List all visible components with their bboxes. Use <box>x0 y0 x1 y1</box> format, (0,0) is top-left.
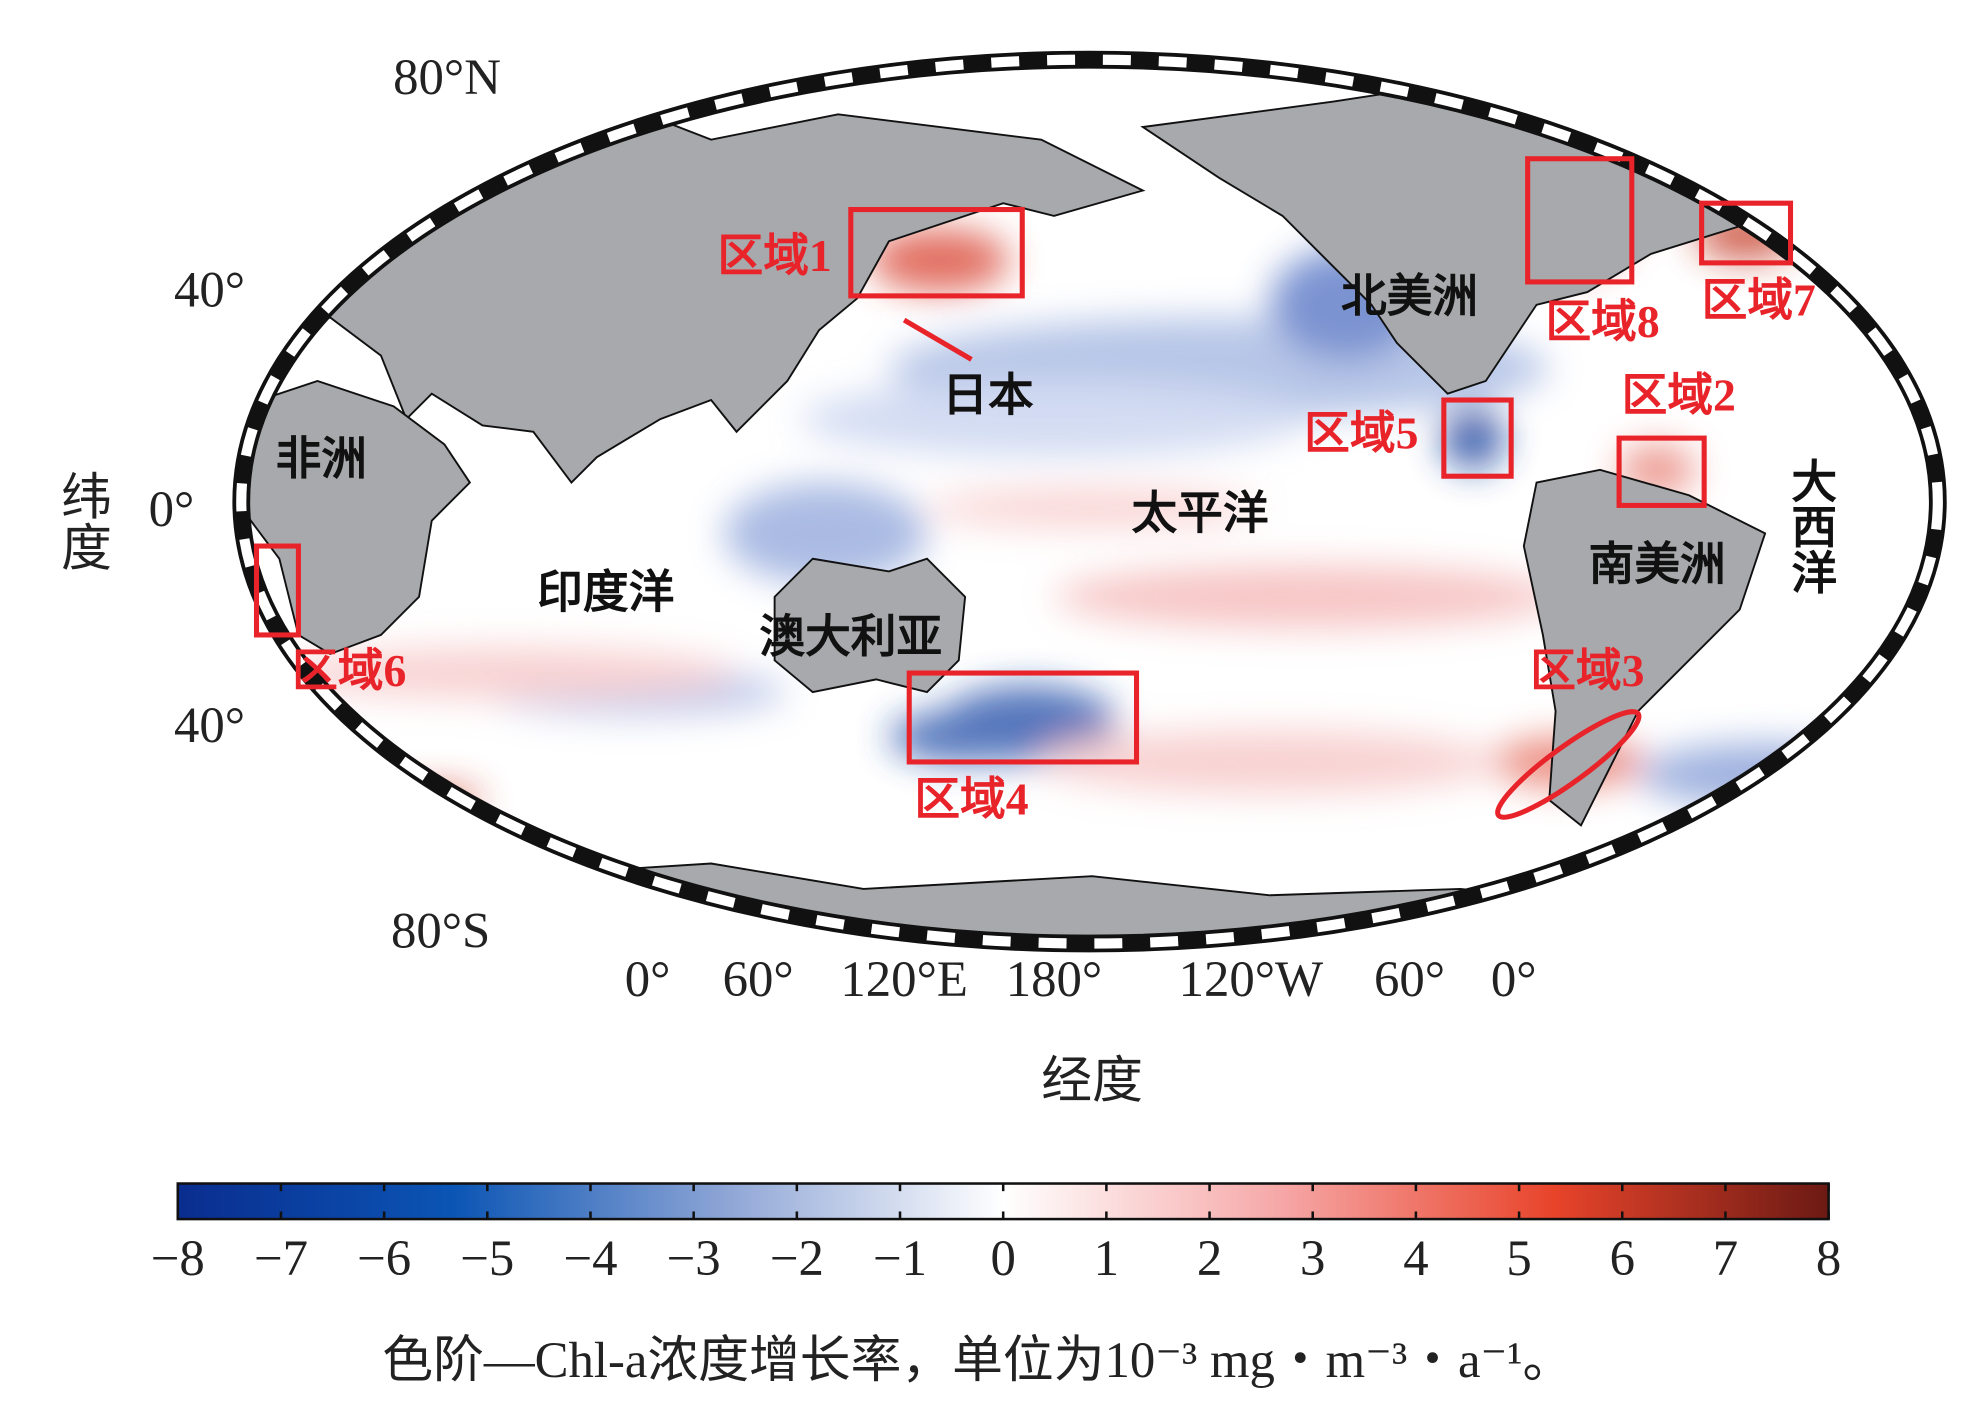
region-label: 区域2 <box>1622 370 1736 421</box>
y-axis-label: 纬度 <box>54 470 111 572</box>
colorbar-tick-label: −3 <box>667 1230 721 1286</box>
x-axis-label: 经度 <box>1041 1052 1143 1108</box>
colorbar-tick-label: −2 <box>770 1230 824 1286</box>
region-label: 区域3 <box>1530 645 1644 696</box>
colorbar-tick-label: 2 <box>1197 1230 1222 1286</box>
region-box <box>1525 156 1635 285</box>
colorbar-tick-label: −6 <box>357 1230 411 1286</box>
region-label: 区域6 <box>292 645 406 696</box>
pointer <box>902 317 973 362</box>
colorbar: −8 −7 −6 −5 −4 −3 −2 −1 0 1 2 3 4 5 6 7 8 <box>151 1182 1841 1286</box>
continent-label: 南美洲 <box>1589 538 1726 589</box>
colorbar-tick-label: −1 <box>873 1230 927 1286</box>
lon-label: 120°W <box>1179 951 1323 1007</box>
region-label: 区域5 <box>1304 408 1418 459</box>
continent-label: 非洲 <box>276 433 367 484</box>
region-label: 区域1 <box>717 230 831 281</box>
lon-label: 120°E <box>840 951 968 1007</box>
lon-label: 60° <box>1374 951 1445 1007</box>
region-label: 区域4 <box>914 773 1028 824</box>
lat-label: 0° <box>149 481 195 537</box>
ocean-label: 太平洋 <box>1131 488 1268 539</box>
lat-label: 80°S <box>391 903 490 959</box>
colorbar-tick-label: −7 <box>254 1230 308 1286</box>
continent-label: 北美洲 <box>1341 270 1478 321</box>
frame-dashes <box>236 54 1943 949</box>
australia-land <box>773 557 967 694</box>
region-box <box>1616 435 1707 508</box>
map <box>232 50 1947 953</box>
colorbar-tick-label: −8 <box>151 1230 205 1286</box>
colorbar-caption: 色阶—Chl-a浓度增长率，单位为10⁻³ mg・m⁻³・a⁻¹。 <box>382 1332 1573 1388</box>
region-label: 区域8 <box>1545 296 1659 347</box>
lon-label: 0° <box>1491 951 1537 1007</box>
place-label: 日本 <box>942 370 1034 421</box>
region-box <box>1699 200 1794 266</box>
colorbar-tick-label: 6 <box>1610 1230 1635 1286</box>
colorbar-tick-label: 3 <box>1300 1230 1325 1286</box>
lon-label: 180° <box>1006 951 1102 1007</box>
lat-label: 40° <box>174 261 245 317</box>
lon-label: 0° <box>625 951 671 1007</box>
region-box <box>253 543 301 638</box>
colorbar-tick-label: −4 <box>563 1230 617 1286</box>
colorbar-tick-label: 7 <box>1713 1230 1738 1286</box>
colorbar-tick-label: 1 <box>1094 1230 1119 1286</box>
region-box <box>848 206 1025 299</box>
colorbar-tick-label: −5 <box>460 1230 514 1286</box>
colorbar-tick-label: 8 <box>1816 1230 1841 1286</box>
region-box <box>1441 397 1514 479</box>
colorbar-tick-label: 4 <box>1403 1230 1428 1286</box>
continent-label: 澳大利亚 <box>759 611 942 662</box>
ocean-label: 印度洋 <box>537 566 674 617</box>
colorbar-tick-label: 5 <box>1506 1230 1531 1286</box>
region-label: 区域7 <box>1702 274 1816 325</box>
lat-label: 80°N <box>393 49 501 105</box>
ocean-label: 大西洋 <box>1785 457 1837 594</box>
colorbar-tick-label: 0 <box>991 1230 1016 1286</box>
region-box <box>906 670 1140 765</box>
lon-label: 60° <box>723 951 794 1007</box>
region-box <box>1495 709 1642 820</box>
lat-label: 40° <box>174 697 245 753</box>
